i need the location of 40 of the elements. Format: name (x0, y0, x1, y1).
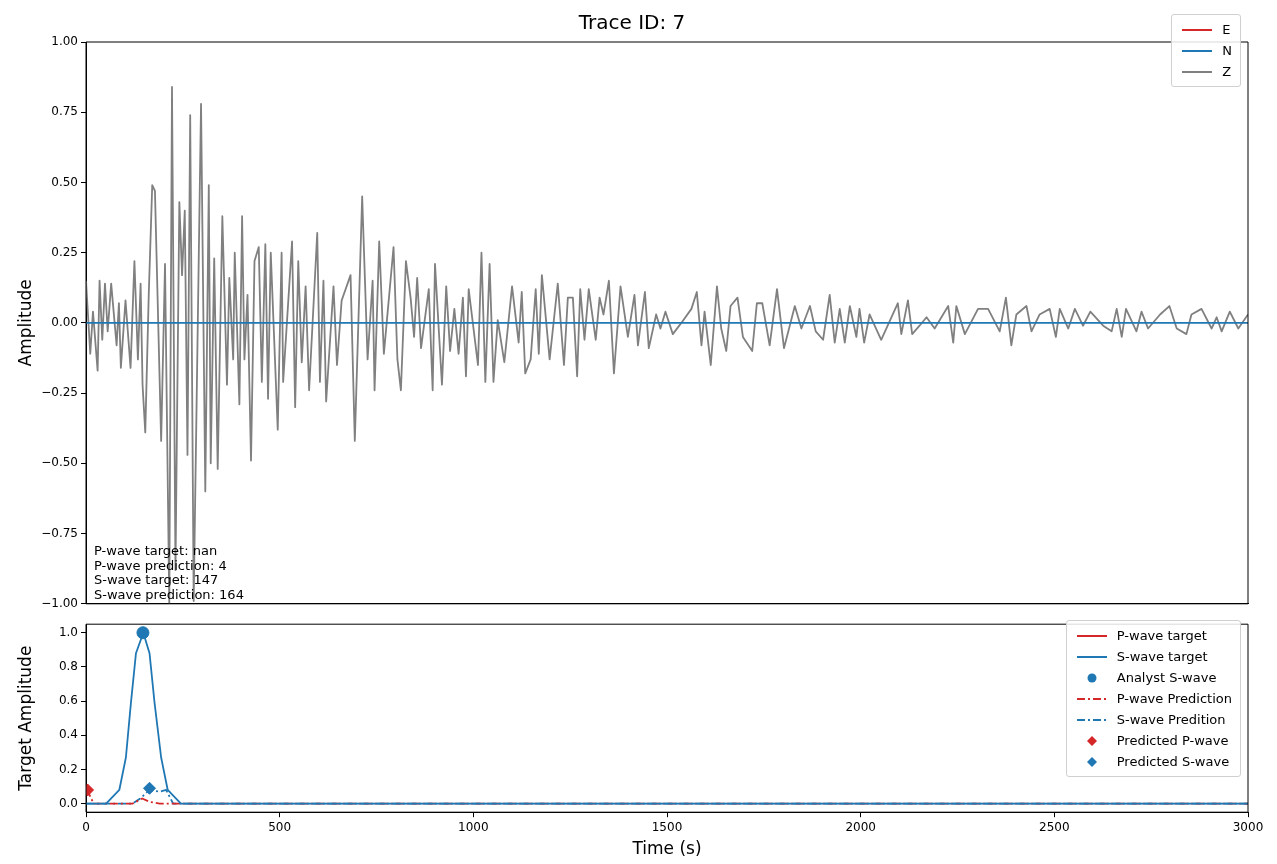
y-tick-label: 0.6 (58, 693, 78, 708)
x-tick-label: 2000 (845, 819, 876, 834)
x-tick-label: 1000 (458, 819, 489, 834)
legend-label: Predicted P-wave (1116, 733, 1229, 748)
x-tick-label: 0 (82, 819, 90, 834)
legend-label: N (1222, 43, 1232, 58)
legend-label: P-wave target (1116, 628, 1207, 643)
y-tick-label: −0.50 (41, 455, 78, 470)
y-tick-label: 0.8 (58, 659, 78, 674)
annotation: P-wave target: nan (94, 543, 218, 559)
annotation: P-wave prediction: 4 (94, 557, 227, 573)
x-tick-label: 500 (268, 819, 292, 834)
y-tick-label: −0.25 (41, 385, 78, 400)
y-tick-label: 1.0 (58, 624, 78, 639)
legend-label: P-wave Prediction (1116, 691, 1232, 706)
legend-label: S-wave Predition (1116, 712, 1226, 727)
x-axis-title: Time (s) (631, 838, 702, 859)
legend-label: Z (1222, 64, 1232, 79)
chart-title: Trace ID: 7 (577, 10, 686, 35)
legend-label: E (1222, 22, 1231, 37)
y-axis-title: Target Amplitude (14, 645, 35, 792)
legend-label: S-wave target (1116, 649, 1208, 664)
y-tick-label: 0.50 (51, 174, 78, 189)
y-tick-label: 1.00 (51, 34, 78, 49)
annotation: S-wave prediction: 164 (94, 586, 244, 602)
y-tick-label: 0.75 (51, 104, 78, 119)
y-tick-label: 0.00 (51, 315, 78, 330)
y-tick-label: 0.25 (51, 244, 78, 259)
y-tick-label: 0.0 (58, 795, 78, 810)
y-tick-label: −1.00 (41, 595, 78, 610)
y-tick-label: −0.75 (41, 525, 78, 540)
annotation: S-wave target: 147 (94, 572, 219, 588)
legend-label: Predicted S-wave (1116, 754, 1230, 769)
x-tick-label: 3000 (1232, 819, 1264, 834)
legend-label: Analyst S-wave (1116, 670, 1217, 685)
y-tick-label: 0.4 (58, 727, 78, 742)
x-tick-label: 1500 (651, 819, 683, 834)
y-axis-title: Amplitude (14, 279, 35, 367)
y-tick-label: 0.2 (58, 761, 78, 776)
x-tick-label: 2500 (1039, 819, 1070, 834)
